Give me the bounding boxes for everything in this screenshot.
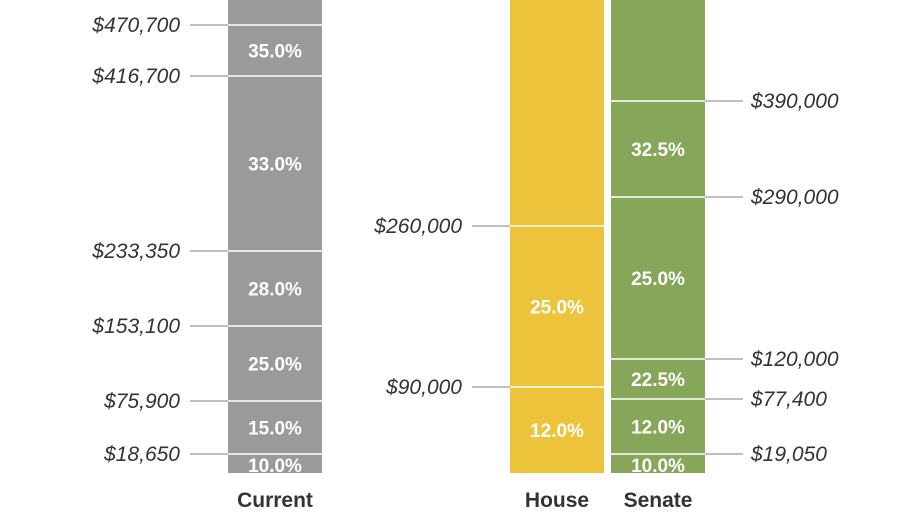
- senate-threshold-label-1: $77,400: [750, 388, 827, 411]
- current-threshold-label-0: $18,650: [103, 443, 180, 466]
- current-bracket-2-bar: [228, 326, 322, 401]
- current-top-extension: [228, 0, 322, 25]
- house-threshold-label-0: $90,000: [385, 376, 462, 399]
- senate-bracket-4-bar: [611, 101, 705, 197]
- senate-column-label: Senate: [624, 489, 693, 512]
- current-threshold-label-4: $416,700: [91, 65, 180, 88]
- current-rate-label-3: 28.0%: [248, 280, 302, 301]
- current-threshold-label-2: $153,100: [91, 315, 180, 338]
- senate-bracket-0-bar: [611, 454, 705, 473]
- house-rate-label-1: 25.0%: [530, 298, 584, 319]
- senate-bracket-1-bar: [611, 399, 705, 454]
- current-rate-label-4: 33.0%: [248, 155, 302, 176]
- current-rate-label-2: 25.0%: [248, 355, 302, 376]
- senate-threshold-label-4: $390,000: [750, 90, 839, 113]
- current-threshold-label-5: $470,700: [91, 14, 180, 37]
- senate-rate-label-0: 10.0%: [631, 456, 685, 477]
- senate-rate-label-3: 25.0%: [631, 269, 685, 290]
- senate-rate-label-4: 32.5%: [631, 140, 685, 161]
- current-threshold-label-1: $75,900: [103, 390, 180, 413]
- senate-top-extension: [611, 0, 705, 101]
- house-rate-label-0: 12.0%: [530, 421, 584, 442]
- senate-rate-label-2: 22.5%: [631, 370, 685, 391]
- current-threshold-label-3: $233,350: [91, 240, 180, 263]
- current-bracket-4-bar: [228, 76, 322, 251]
- current-bracket-0-bar: [228, 454, 322, 473]
- current-rate-label-1: 15.0%: [248, 419, 302, 440]
- house-top-extension: [510, 0, 604, 226]
- house-bracket-0-bar: [510, 387, 604, 473]
- house-column-label: House: [525, 489, 589, 512]
- senate-threshold-label-3: $290,000: [750, 186, 839, 209]
- current-bracket-1-bar: [228, 401, 322, 454]
- senate-threshold-label-0: $19,050: [750, 443, 827, 466]
- current-bracket-5-bar: [228, 25, 322, 76]
- house-threshold-label-1: $260,000: [373, 215, 462, 238]
- current-rate-label-5: 35.0%: [248, 42, 302, 63]
- current-column-label: Current: [237, 489, 313, 512]
- current-rate-label-0: 10.0%: [248, 456, 302, 477]
- current-bracket-3-bar: [228, 251, 322, 326]
- senate-rate-label-1: 12.0%: [631, 418, 685, 439]
- senate-bracket-2-bar: [611, 359, 705, 399]
- senate-bracket-3-bar: [611, 197, 705, 359]
- house-bracket-1-bar: [510, 226, 604, 387]
- senate-threshold-label-2: $120,000: [750, 348, 839, 371]
